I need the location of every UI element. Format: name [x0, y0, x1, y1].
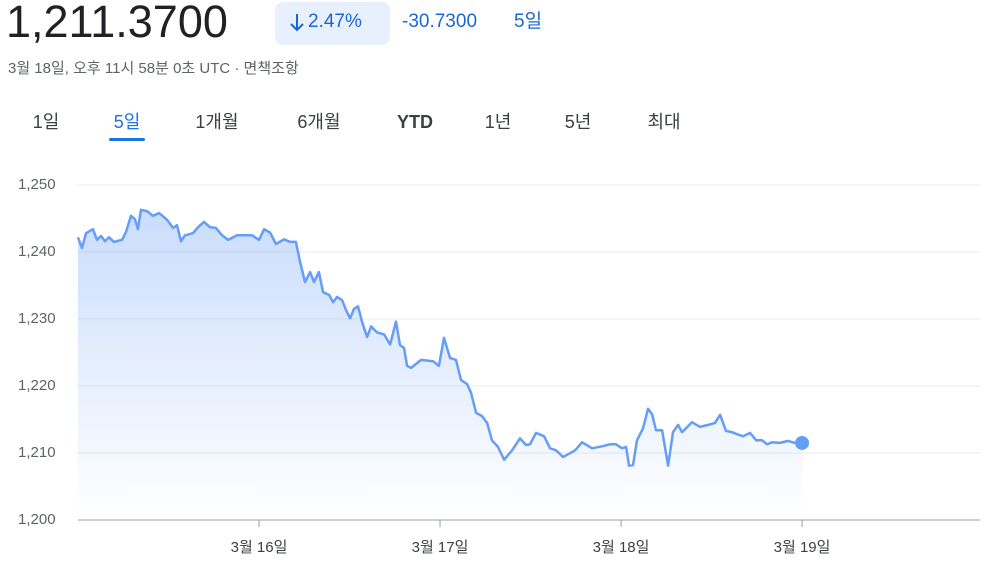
tab[interactable]: 6개월: [297, 112, 340, 132]
y-tick-label: 1,220: [18, 377, 56, 394]
down-arrow: [290, 14, 304, 32]
tab[interactable]: 1년: [485, 112, 512, 132]
price: 1,211.3700: [6, 0, 228, 47]
last-point: [795, 435, 810, 450]
y-tick-label: 1,240: [18, 243, 56, 260]
tabs: 1일 5일 1개월 6개월 YTD 1년 5년 최대: [33, 112, 681, 141]
tab-indicator: [109, 138, 145, 141]
y-tick-label: 1,200: [18, 511, 56, 528]
plot: 1,200 1,210 1,220 1,230 1,240 1,250 3월 16일 3월 1…: [18, 176, 980, 556]
y-tick-label: 1,250: [18, 176, 56, 193]
tab[interactable]: 최대: [647, 112, 680, 132]
tab[interactable]: YTD: [397, 112, 433, 132]
x-tick-label: 3월 19일: [774, 539, 831, 556]
tab[interactable]: 5년: [565, 112, 592, 132]
tab[interactable]: 1개월: [195, 112, 238, 132]
price-line: [76, 208, 803, 467]
x-tick-label: 3월 16일: [231, 539, 288, 556]
tab[interactable]: 5일: [114, 112, 141, 132]
timestamp: 3월 18일, 오후 11시 58분 0초 UTC · 면책조항: [8, 60, 299, 77]
x-tick-label: 3월 17일: [412, 539, 469, 556]
change-percent: 2.47%: [308, 11, 362, 32]
y-tick-label: 1,230: [18, 310, 56, 327]
change-badge: [275, 2, 390, 45]
change: -30.7300: [402, 11, 477, 32]
y-tick-label: 1,210: [18, 444, 56, 461]
period: 5일: [514, 10, 542, 32]
tab[interactable]: 1일: [33, 112, 60, 132]
x-tick-label: 3월 18일: [593, 539, 650, 556]
